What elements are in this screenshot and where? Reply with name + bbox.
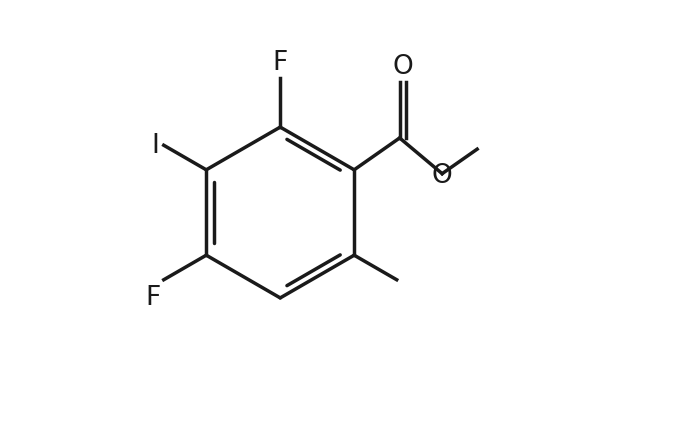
Text: F: F [145,285,160,310]
Text: I: I [152,133,160,159]
Text: F: F [273,49,288,75]
Text: O: O [392,54,413,80]
Text: O: O [432,163,453,189]
